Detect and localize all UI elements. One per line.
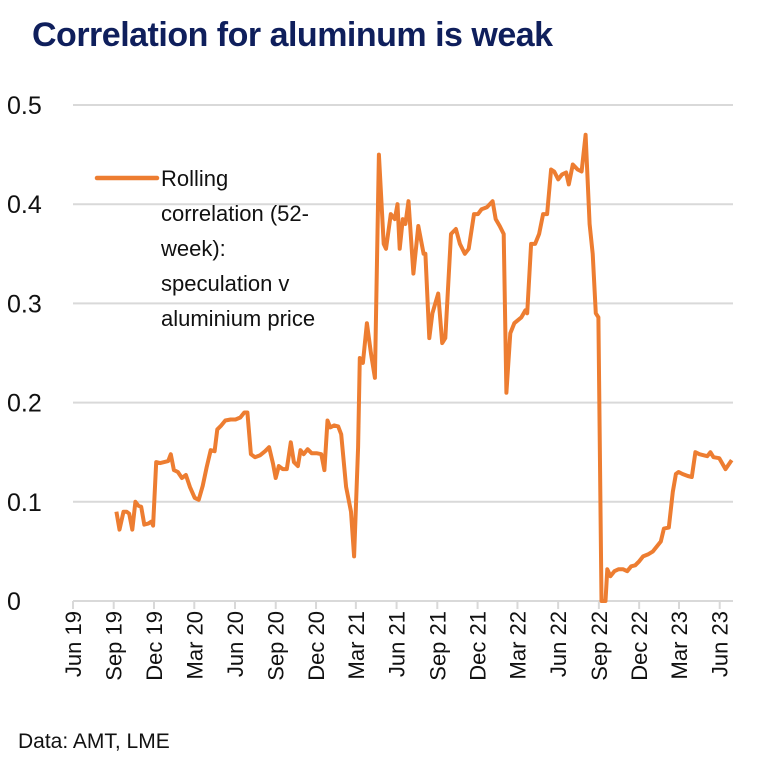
gridlines: [73, 104, 733, 602]
x-tick-label: Sep 19: [102, 611, 127, 681]
source-note: Data: AMT, LME: [18, 730, 170, 753]
x-tick-label: Dec 22: [627, 611, 652, 681]
x-tick-label: Mar 23: [667, 611, 692, 679]
y-tick-label: 0.3: [7, 290, 42, 318]
x-tick-label: Sep 21: [425, 611, 450, 681]
legend: Rolling correlation (52- week): speculat…: [94, 166, 315, 331]
x-tick-label: Sep 20: [264, 611, 289, 681]
y-tick-label: 0.2: [7, 390, 42, 418]
x-axis: Jun 19 Sep 19 Dec 19 Mar 20 Jun 20 Sep 20 Dec …: [61, 601, 733, 681]
legend-label-line: speculation v: [161, 271, 289, 296]
legend-label-line: week):: [160, 236, 226, 261]
x-tick-label: Jun 19: [61, 611, 86, 677]
y-axis-ticks: 0 0.1 0.2 0.3 0.4 0.5: [7, 92, 42, 616]
x-tick-label: Dec 19: [142, 611, 167, 681]
legend-label-line: correlation (52-: [161, 201, 309, 226]
x-tick-label: Sep 22: [587, 611, 612, 681]
y-tick-label: 0: [7, 588, 21, 616]
y-tick-label: 0.4: [7, 191, 42, 219]
x-tick-label: Jun 21: [385, 611, 410, 677]
x-tick-label: Jun 20: [223, 611, 248, 677]
x-tick-label: Dec 21: [466, 611, 491, 681]
x-tick-label: Mar 21: [344, 611, 369, 679]
legend-label-line: Rolling: [161, 166, 228, 191]
y-tick-label: 0.1: [7, 489, 42, 517]
chart-title: Correlation for aluminum is weak: [32, 16, 553, 54]
x-tick-label: Mar 22: [505, 611, 530, 679]
x-tick-label: Mar 20: [182, 611, 207, 679]
series: [114, 132, 734, 603]
x-tick-label: Jun 23: [708, 611, 733, 677]
y-tick-label: 0.5: [7, 92, 42, 120]
legend-label-line: aluminium price: [161, 306, 315, 331]
x-tick-label: Jun 22: [546, 611, 571, 677]
x-tick-label: Dec 20: [304, 611, 329, 681]
